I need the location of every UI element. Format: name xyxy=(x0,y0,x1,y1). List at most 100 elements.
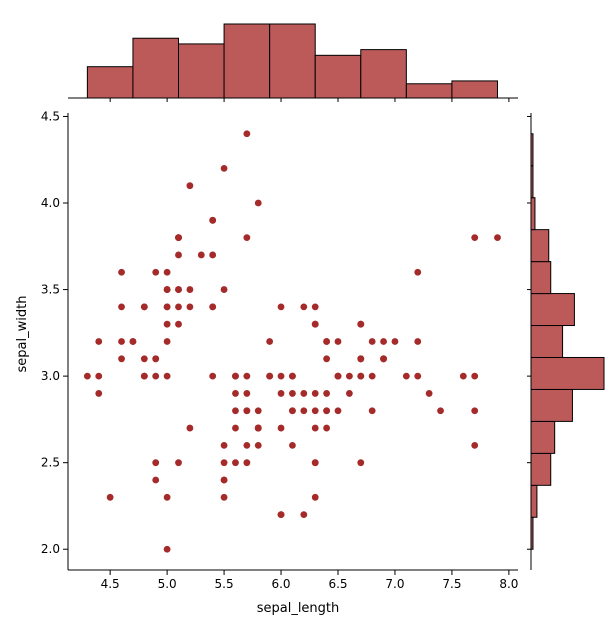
marginal-y-histogram xyxy=(527,113,605,570)
scatter-point xyxy=(368,338,376,345)
scatter-point xyxy=(254,407,262,415)
scatter-point xyxy=(311,303,319,311)
y-histogram-bar xyxy=(530,452,552,486)
scatter-point xyxy=(83,372,91,380)
scatter-point xyxy=(277,390,285,397)
scatter-point xyxy=(357,320,365,328)
scatter-point xyxy=(175,234,182,242)
y-histogram-bar xyxy=(530,420,556,454)
scatter-point xyxy=(243,130,251,138)
scatter-point xyxy=(471,234,479,242)
scatter-point xyxy=(414,372,422,380)
x-tick-label: 5.0 xyxy=(158,577,177,591)
scatter-point xyxy=(471,372,479,380)
scatter-point xyxy=(220,493,228,501)
scatter-point xyxy=(232,459,239,467)
y-axis-title: sepal_width xyxy=(15,296,30,373)
scatter-point xyxy=(243,372,251,380)
scatter-point xyxy=(300,407,308,415)
scatter-point xyxy=(152,355,160,363)
scatter-point xyxy=(323,338,331,345)
scatter-point xyxy=(209,303,217,311)
scatter-point xyxy=(311,424,319,432)
scatter-point xyxy=(300,511,308,519)
scatter-point xyxy=(289,372,296,380)
x-histogram-bar xyxy=(86,66,134,99)
scatter-point xyxy=(254,199,262,207)
scatter-point xyxy=(163,493,171,501)
scatter-point xyxy=(232,390,239,397)
scatter-point xyxy=(129,338,137,345)
scatter-point xyxy=(391,338,399,345)
scatter-point xyxy=(243,459,251,467)
scatter-point xyxy=(345,390,353,397)
scatter-point xyxy=(311,493,319,501)
scatter-point xyxy=(106,493,114,501)
scatter-point xyxy=(175,320,182,328)
scatter-point xyxy=(197,251,205,259)
scatter-plot-area: 4.5 5.0 5.5 6.0 6.5 7.0 7.5 8.0 2.0 2.5 3.0 3.5 4.0… xyxy=(41,109,519,591)
y-histogram-bar xyxy=(530,229,550,263)
scatter-point xyxy=(243,390,251,397)
scatter-point xyxy=(163,303,171,311)
x-axis-title: sepal_length xyxy=(257,601,340,616)
scatter-point xyxy=(289,390,296,397)
scatter-point xyxy=(402,372,410,380)
scatter-point xyxy=(289,441,296,449)
x-histogram-bar xyxy=(451,80,498,99)
scatter-point xyxy=(357,372,365,380)
y-histogram-bar xyxy=(530,261,552,295)
scatter-point xyxy=(163,320,171,328)
scatter-point xyxy=(152,459,160,467)
scatter-point xyxy=(220,286,228,293)
x-histogram-bar xyxy=(314,54,362,99)
scatter-point xyxy=(175,286,182,293)
scatter-point xyxy=(368,407,376,415)
x-tick-label: 6.0 xyxy=(271,577,290,591)
scatter-point xyxy=(163,338,171,345)
scatter-point xyxy=(95,390,103,397)
scatter-point xyxy=(95,372,103,380)
scatter-points xyxy=(83,130,501,553)
y-tick-label: 2.5 xyxy=(41,456,60,470)
scatter-point xyxy=(243,234,251,242)
scatter-point xyxy=(175,303,182,311)
y-histogram-bar xyxy=(530,388,573,422)
scatter-point xyxy=(437,407,444,415)
scatter-point xyxy=(118,338,125,345)
scatter-point xyxy=(140,355,148,363)
scatter-point xyxy=(220,459,228,467)
scatter-point xyxy=(163,268,171,276)
scatter-point xyxy=(277,303,285,311)
scatter-point xyxy=(175,251,182,259)
scatter-point xyxy=(209,372,217,380)
x-histogram-bar xyxy=(132,37,180,99)
scatter-point xyxy=(334,372,342,380)
scatter-point xyxy=(152,476,160,484)
x-tick-label: 7.5 xyxy=(442,577,461,591)
scatter-point xyxy=(243,407,251,415)
scatter-point xyxy=(140,372,148,380)
scatter-point xyxy=(300,390,308,397)
scatter-point xyxy=(232,424,239,432)
scatter-point xyxy=(277,424,285,432)
x-tick-label: 7.0 xyxy=(385,577,404,591)
scatter-point xyxy=(186,182,194,190)
scatter-point xyxy=(471,407,479,415)
scatter-point xyxy=(220,476,228,484)
scatter-point xyxy=(254,441,262,449)
scatter-point xyxy=(266,372,274,380)
scatter-point xyxy=(118,355,125,363)
scatter-point xyxy=(220,164,228,172)
scatter-point xyxy=(323,407,331,415)
scatter-point xyxy=(243,441,251,449)
x-axis: 4.5 5.0 5.5 6.0 6.5 7.0 7.5 8.0 xyxy=(68,569,518,591)
scatter-point xyxy=(345,372,353,380)
scatter-point xyxy=(300,303,308,311)
scatter-point xyxy=(323,355,331,363)
scatter-point xyxy=(311,459,319,467)
scatter-point xyxy=(357,355,365,363)
scatter-point xyxy=(209,216,217,224)
x-histogram-bar xyxy=(405,83,453,99)
y-histogram-bar xyxy=(530,484,538,518)
